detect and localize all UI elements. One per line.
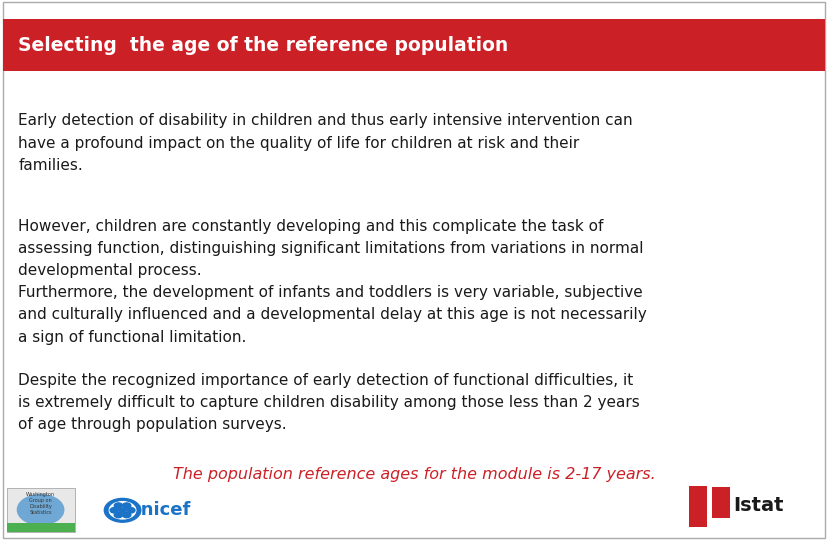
Circle shape: [127, 508, 135, 513]
Text: Washington
Group on
Disability
Statistics: Washington Group on Disability Statistic…: [26, 492, 55, 515]
FancyBboxPatch shape: [3, 2, 824, 538]
Circle shape: [119, 508, 126, 512]
Text: Early detection of disability in children and thus early intensive intervention : Early detection of disability in childre…: [18, 113, 632, 173]
Circle shape: [109, 502, 136, 519]
Text: However, children are constantly developing and this complicate the task of
asse: However, children are constantly develop…: [18, 219, 646, 345]
Circle shape: [122, 512, 131, 518]
Bar: [711, 487, 729, 518]
Circle shape: [114, 503, 122, 508]
Text: The population reference ages for the module is 2-17 years.: The population reference ages for the mo…: [172, 467, 655, 482]
Circle shape: [17, 495, 64, 525]
Text: Selecting  the age of the reference population: Selecting the age of the reference popul…: [18, 36, 508, 55]
Circle shape: [110, 508, 118, 513]
Bar: [688, 486, 706, 526]
Bar: [7, 488, 74, 532]
Bar: [7, 523, 74, 532]
Bar: [3, 19, 824, 71]
Circle shape: [114, 512, 122, 518]
Circle shape: [104, 498, 141, 522]
Text: Istat: Istat: [733, 496, 783, 516]
Text: unicef: unicef: [128, 501, 190, 519]
Circle shape: [122, 503, 131, 508]
Text: Despite the recognized importance of early detection of functional difficulties,: Despite the recognized importance of ear…: [18, 373, 639, 432]
